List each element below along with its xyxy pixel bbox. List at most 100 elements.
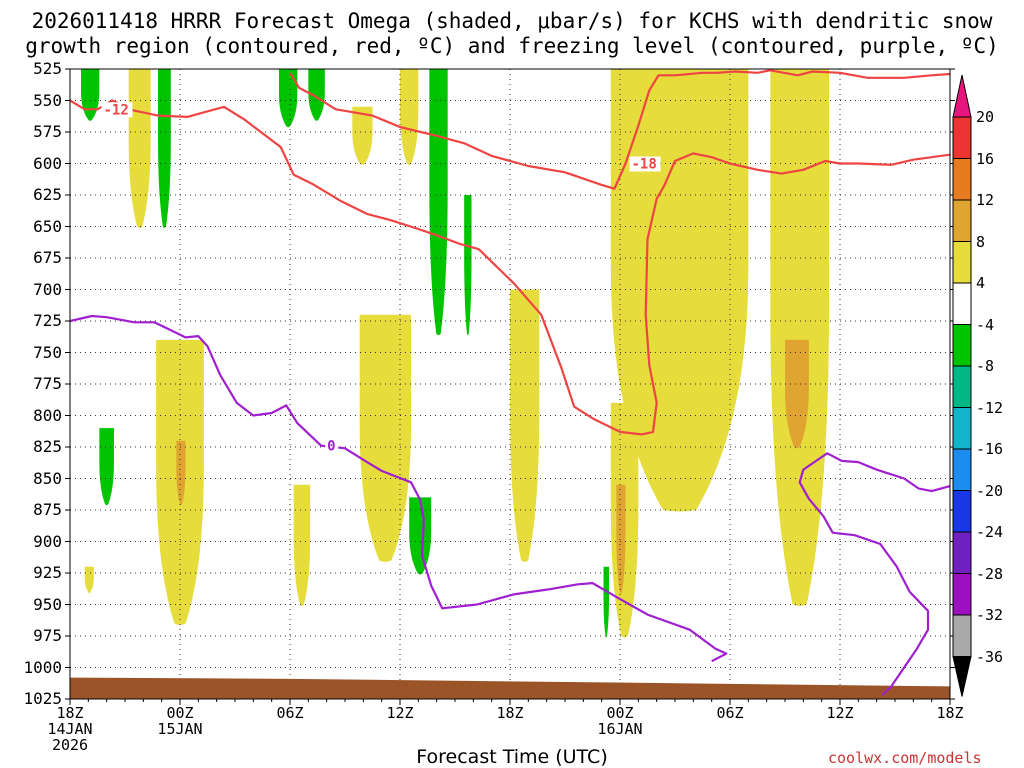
contour-dgz_-12C xyxy=(70,99,950,436)
y-label-525: 525 xyxy=(33,59,62,78)
y-label-600: 600 xyxy=(33,153,62,173)
omega-region-negative-1 xyxy=(158,69,171,228)
y-label-775: 775 xyxy=(33,374,62,393)
colorbar-bottom-arrow xyxy=(952,656,972,697)
omega-region-negative-7 xyxy=(409,497,432,575)
colorbar-top-arrow xyxy=(952,74,972,118)
omega-region-negative-4 xyxy=(429,69,448,336)
contour-freezing_0C xyxy=(70,314,728,663)
y-label-950: 950 xyxy=(33,594,62,614)
omega-region-positive-20 xyxy=(176,440,186,506)
omega-region-positive-19 xyxy=(84,566,94,594)
omega-region-negative-5 xyxy=(464,195,472,336)
y-label-650: 650 xyxy=(33,216,62,236)
ground-fill xyxy=(70,677,950,699)
y-label-1000: 1000 xyxy=(23,657,62,677)
colorbar-label-12: 12 xyxy=(976,191,995,209)
y-label-975: 975 xyxy=(33,626,62,645)
omega-region-positive-15 xyxy=(359,314,411,562)
colorbar-label-8: 8 xyxy=(976,232,986,251)
colorbar-bin--20--16 xyxy=(952,448,972,491)
colorbar-label--36: -36 xyxy=(976,647,1004,666)
x-label-6-0: 00Z xyxy=(166,704,194,722)
y-label-675: 675 xyxy=(33,248,62,267)
y-label-1025: 1025 xyxy=(23,689,62,708)
y-label-925: 925 xyxy=(33,563,62,582)
omega-region-positive-12 xyxy=(610,69,749,512)
x-label-48-0: 18Z xyxy=(936,704,964,722)
x-label-30-0: 00Z xyxy=(606,704,634,722)
colorbar xyxy=(952,74,972,697)
y-label-900: 900 xyxy=(33,531,62,551)
x-axis-title: Forecast Time (UTC) xyxy=(416,746,608,768)
grid-lines xyxy=(65,68,955,705)
contour-freezing_0C_right xyxy=(798,452,950,696)
omega-region-negative-6 xyxy=(99,428,114,506)
y-label-750: 750 xyxy=(33,342,62,362)
plot-frame xyxy=(69,68,951,700)
contour-label-bg-dgz_-18C xyxy=(629,156,661,172)
colorbar-bin-4-8 xyxy=(952,241,972,284)
x-label-6-1: 15JAN xyxy=(157,720,203,738)
y-label-850: 850 xyxy=(33,468,62,488)
y-label-875: 875 xyxy=(33,500,62,519)
colorbar-label--16: -16 xyxy=(976,440,1004,458)
chart-title-line-1: 2026011418 HRRR Forecast Omega (shaded, … xyxy=(31,9,993,33)
contour-label-freezing_0C: 0 xyxy=(327,439,335,455)
x-label-18-0: 12Z xyxy=(386,704,414,722)
omega-region-negative-8 xyxy=(603,566,609,638)
temperature-contours: -12 -18 0 xyxy=(70,69,950,696)
omega-region-positive-17 xyxy=(293,484,311,606)
colorbar-label--8: -8 xyxy=(976,357,995,375)
omega-region-negative-3 xyxy=(308,69,325,121)
colorbar-label--20: -20 xyxy=(976,481,1004,500)
colorbar-bin--28--24 xyxy=(952,531,972,574)
x-label-30-1: 16JAN xyxy=(597,720,643,738)
colorbar-bin-8-12 xyxy=(952,199,972,242)
colorbar-bin--12--8 xyxy=(952,365,972,408)
omega-shading xyxy=(81,69,829,638)
omega-region-positive-21 xyxy=(785,339,809,449)
colorbar-bin--24--20 xyxy=(952,490,972,533)
colorbar-label-4: 4 xyxy=(976,274,986,292)
x-label-42-0: 12Z xyxy=(826,704,854,722)
x-label-12-0: 06Z xyxy=(276,704,304,722)
colorbar-label--32: -32 xyxy=(976,606,1004,624)
y-label-800: 800 xyxy=(33,405,62,425)
omega-region-positive-16 xyxy=(510,289,540,562)
colorbar-bin--32--28 xyxy=(952,573,972,616)
contour-dgz_-18C xyxy=(289,69,950,190)
omega-region-positive-9 xyxy=(128,69,151,228)
omega-region-negative-0 xyxy=(81,69,100,121)
y-label-550: 550 xyxy=(33,90,62,110)
omega-region-positive-11 xyxy=(400,69,419,165)
colorbar-label--12: -12 xyxy=(976,398,1004,417)
colorbar-label-20: 20 xyxy=(976,108,995,126)
contour-label-dgz_-18C: -18 xyxy=(632,157,657,173)
colorbar-label--28: -28 xyxy=(976,564,1004,583)
colorbar-bin--16--12 xyxy=(952,407,972,450)
y-label-575: 575 xyxy=(33,122,62,141)
colorbar-bin--8--4 xyxy=(952,324,972,367)
omega-region-positive-13 xyxy=(770,69,829,606)
omega-region-positive-22 xyxy=(616,484,626,594)
credit-link[interactable]: coolwx.com/models xyxy=(828,749,982,767)
contour-label-dgz_-12C: -12 xyxy=(104,102,129,118)
x-label-36-0: 06Z xyxy=(716,704,744,722)
colorbar-bin--36--32 xyxy=(952,614,972,657)
y-label-725: 725 xyxy=(33,311,62,330)
colorbar-bin-16-20 xyxy=(952,116,972,159)
colorbar-label--24: -24 xyxy=(976,523,1004,541)
contour-label-bg-dgz_-12C xyxy=(101,102,133,118)
x-label-0-0: 18Z xyxy=(56,704,84,722)
x-label-24-0: 18Z xyxy=(496,704,524,722)
omega-region-positive-10 xyxy=(352,106,373,165)
y-label-825: 825 xyxy=(33,437,62,456)
x-label-0-1: 14JAN xyxy=(47,720,93,738)
contour-label-bg-freezing_0C xyxy=(325,438,339,454)
ground-terrain xyxy=(70,677,950,699)
y-label-700: 700 xyxy=(33,279,62,299)
x-label-0-2: 2026 xyxy=(51,736,89,754)
colorbar-bin--4-4 xyxy=(952,282,972,325)
